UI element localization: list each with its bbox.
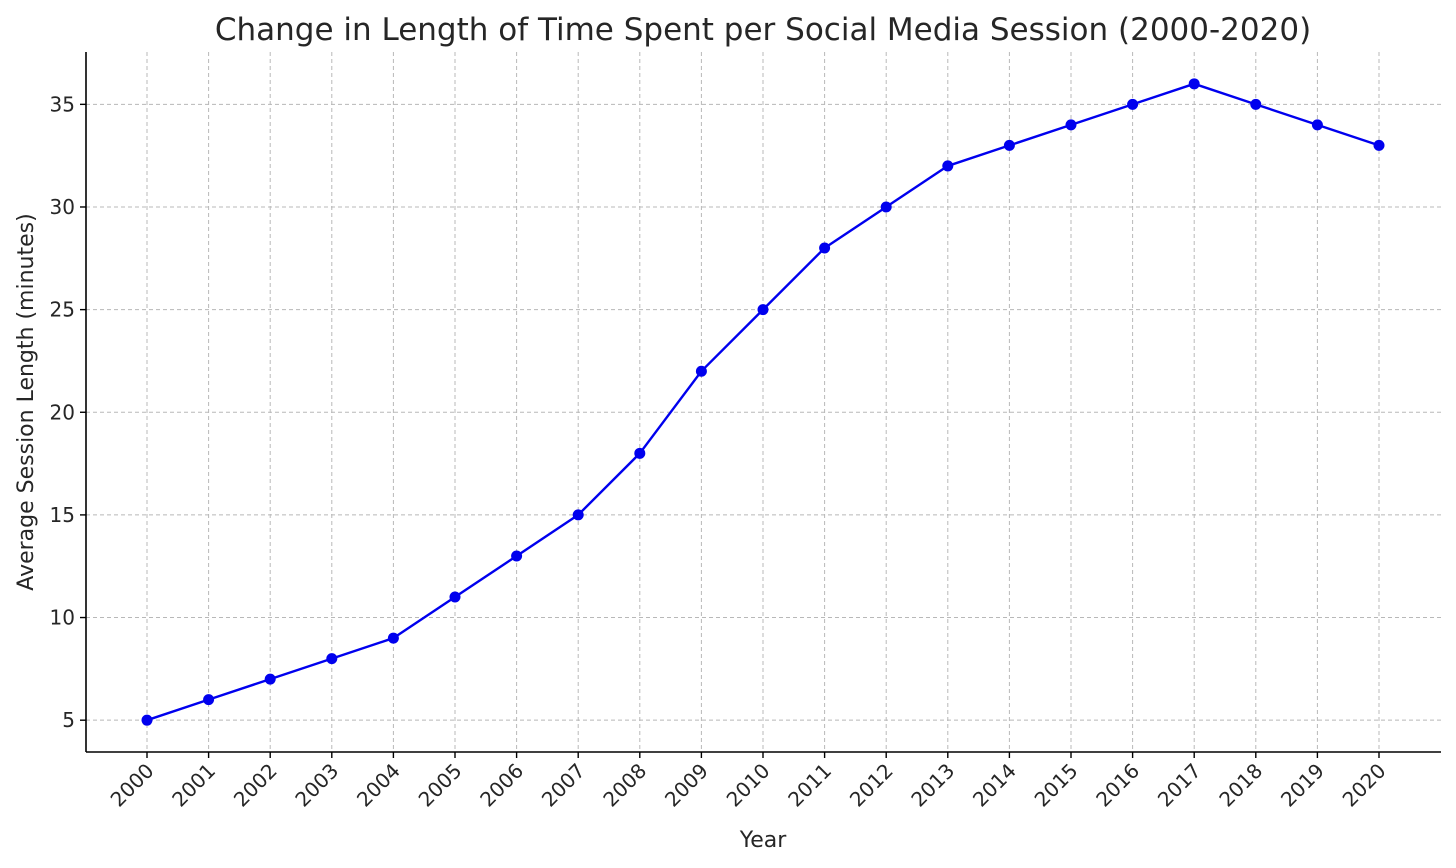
y-tick-label: 30 [50,195,75,219]
data-point [1311,119,1323,131]
x-tick-label: 2012 [845,759,898,812]
x-tick-label: 2004 [352,759,405,812]
data-point [880,201,892,213]
x-axis-ticks: 2000 2001 2002 2003 2004 2005 2006 2007 2008 2009… [106,752,1391,812]
y-tick-label: 35 [50,92,75,116]
data-point [141,714,153,726]
y-axis-ticks: 5 10 15 20 25 30 35 [50,92,86,732]
data-point [572,509,584,521]
x-tick-label: 2019 [1276,759,1329,812]
data-point [695,365,707,377]
x-tick-label: 2017 [1153,759,1206,812]
data-series [141,78,1385,726]
x-tick-label: 2013 [906,759,959,812]
data-point [1065,119,1077,131]
y-tick-label: 25 [50,298,75,322]
data-point [1250,98,1262,110]
x-tick-label: 2002 [229,759,282,812]
x-tick-label: 2020 [1338,759,1391,812]
data-point [1127,98,1139,110]
x-tick-label: 2000 [106,759,159,812]
data-point [757,304,769,316]
data-point [449,591,461,603]
y-tick-label: 10 [50,606,75,630]
x-tick-label: 2014 [968,759,1021,812]
y-axis-label: Average Session Length (minutes) [14,213,39,590]
data-point [634,447,646,459]
grid-lines [86,52,1441,752]
data-point [1003,139,1015,151]
x-tick-label: 2005 [414,759,467,812]
data-point [203,694,215,706]
x-tick-label: 2009 [660,759,713,812]
data-point [1373,139,1385,151]
y-tick-label: 20 [50,400,75,424]
data-point [264,673,276,685]
x-tick-label: 2007 [537,759,590,812]
y-tick-label: 5 [62,708,75,732]
data-point [942,160,954,172]
chart-title: Change in Length of Time Spent per Socia… [215,12,1311,48]
data-point [326,653,338,665]
x-tick-label: 2011 [783,759,836,812]
y-tick-label: 15 [50,503,75,527]
x-tick-label: 2006 [475,759,528,812]
x-tick-label: 2010 [722,759,775,812]
x-tick-label: 2015 [1030,759,1083,812]
data-point [819,242,831,254]
x-tick-label: 2016 [1091,759,1144,812]
x-tick-label: 2008 [598,759,651,812]
x-tick-label: 2003 [290,759,343,812]
data-point [1188,78,1200,90]
data-point [387,632,399,644]
x-tick-label: 2018 [1214,759,1267,812]
data-point [511,550,523,562]
x-axis-label: Year [739,828,788,853]
x-tick-label: 2001 [167,759,220,812]
